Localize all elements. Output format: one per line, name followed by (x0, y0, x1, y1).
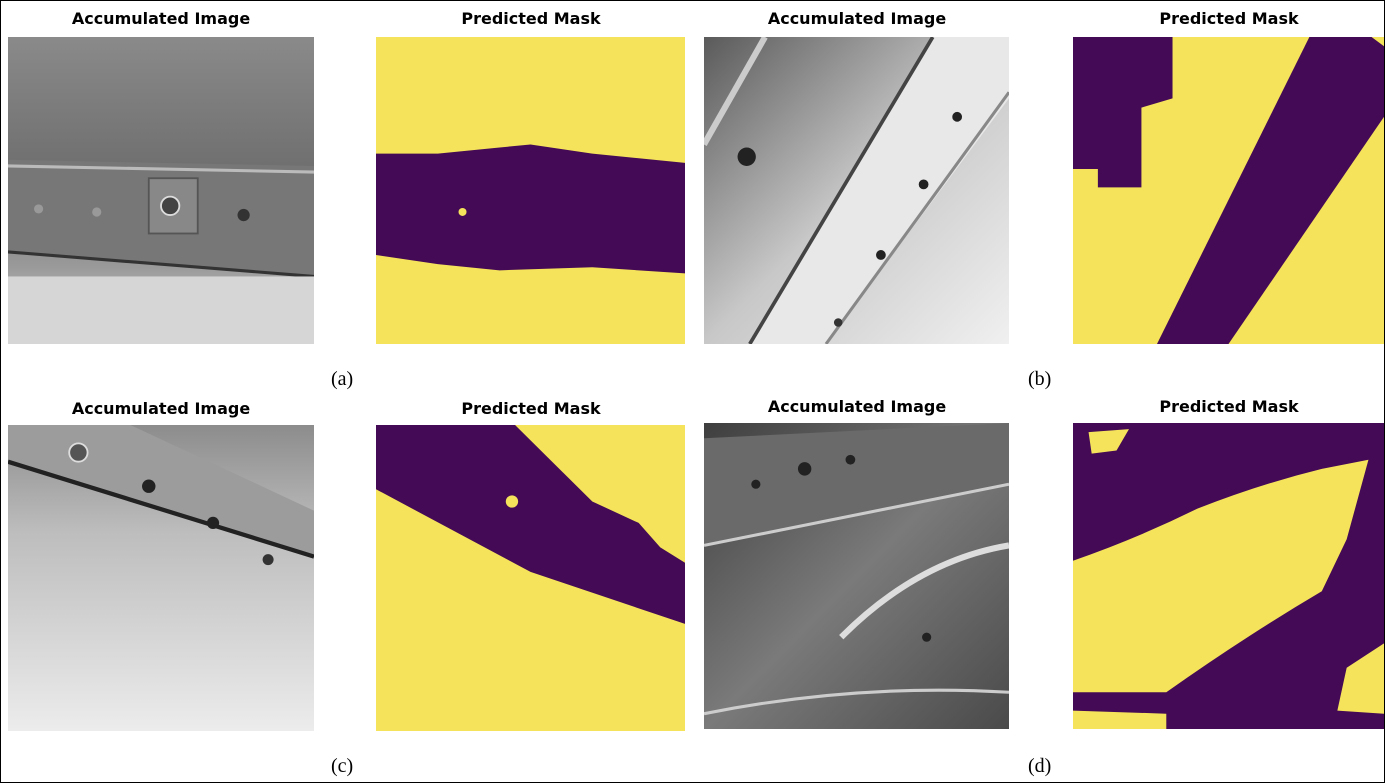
subfigure-label: (d) (1028, 755, 1051, 778)
predicted-mask (376, 37, 685, 344)
panel-title: Accumulated Image (697, 397, 1017, 416)
panel-title: Predicted Mask (1069, 9, 1385, 28)
predicted-mask (1073, 37, 1384, 344)
panel-title: Predicted Mask (1069, 397, 1385, 416)
subfigure-label: (c) (331, 755, 353, 778)
subfigure-label: (a) (331, 368, 353, 391)
accumulated-image (704, 423, 1009, 729)
panel-title: Predicted Mask (371, 9, 691, 28)
accumulated-image (8, 425, 314, 731)
panel-title: Predicted Mask (371, 399, 691, 418)
panel-title: Accumulated Image (1, 9, 321, 28)
subfigure-label: (b) (1028, 368, 1051, 391)
accumulated-image (704, 37, 1009, 344)
predicted-mask (1073, 423, 1384, 729)
panel-title: Accumulated Image (697, 9, 1017, 28)
figure: Accumulated Image Predicted Mask Accumul… (0, 0, 1385, 783)
predicted-mask (376, 425, 685, 731)
panel-title: Accumulated Image (1, 399, 321, 418)
accumulated-image (8, 37, 314, 344)
